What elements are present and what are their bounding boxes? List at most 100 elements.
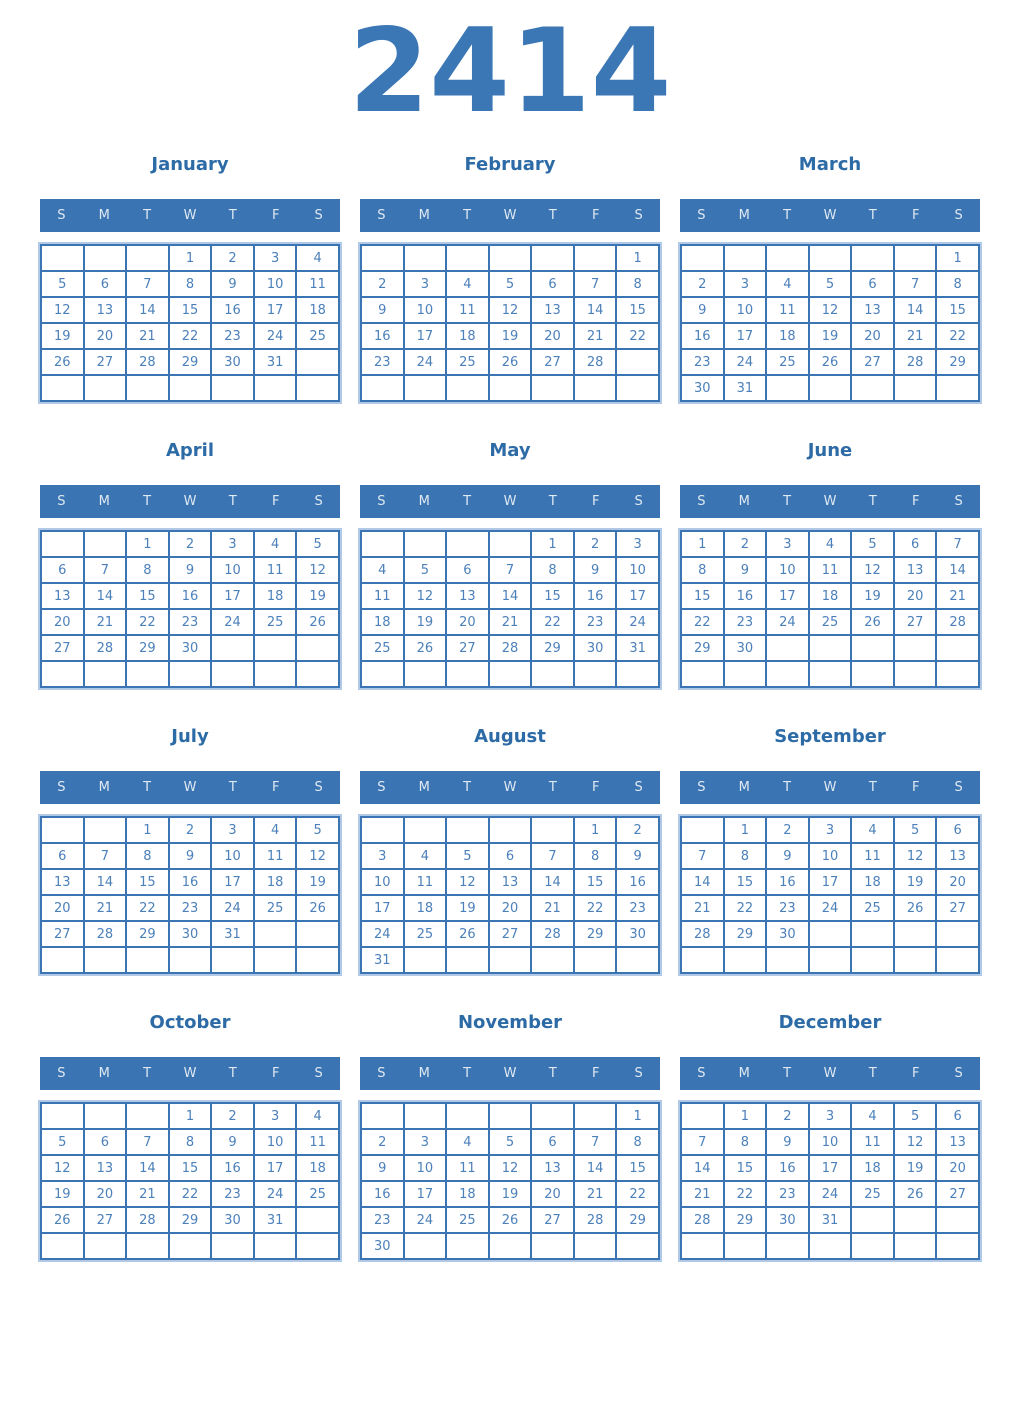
day-cell: 30 bbox=[765, 1206, 810, 1234]
day-cell: 2 bbox=[572, 530, 618, 558]
day-cell: 18 bbox=[850, 1154, 895, 1182]
day-cell: 6 bbox=[892, 530, 938, 558]
day-cell: 17 bbox=[402, 322, 448, 350]
day-cell-empty bbox=[40, 1102, 85, 1130]
day-cell-empty bbox=[807, 374, 853, 402]
day-cell: 15 bbox=[615, 1154, 660, 1182]
day-cell: 11 bbox=[850, 1128, 895, 1156]
day-cell: 26 bbox=[850, 608, 895, 636]
month-title: April bbox=[165, 440, 215, 461]
weekday-label: M bbox=[98, 494, 110, 509]
day-cell: 23 bbox=[615, 894, 660, 922]
day-cell: 30 bbox=[680, 374, 725, 402]
day-cell: 14 bbox=[82, 868, 128, 896]
weekday-label: T bbox=[548, 780, 557, 795]
day-cell: 31 bbox=[615, 634, 660, 662]
week-row: 14 15 16 17 18 19 20 bbox=[680, 868, 980, 896]
day-cell-empty bbox=[572, 660, 618, 688]
weekday-label: T bbox=[228, 494, 237, 509]
day-cell: 31 bbox=[360, 946, 405, 974]
day-cell: 18 bbox=[765, 322, 810, 350]
day-cell: 4 bbox=[252, 816, 298, 844]
day-cell: 29 bbox=[167, 348, 213, 376]
weekday-label: F bbox=[271, 1066, 280, 1081]
day-cell: 24 bbox=[210, 608, 255, 636]
week-row: 25 26 27 28 29 30 31 bbox=[360, 634, 660, 662]
day-cell: 7 bbox=[125, 1128, 170, 1156]
day-cell: 15 bbox=[167, 1154, 213, 1182]
month-title: July bbox=[171, 726, 209, 747]
weekday-label: W bbox=[503, 494, 517, 509]
day-cell-empty bbox=[402, 244, 448, 272]
week-row: 5 6 7 8 9 10 11 bbox=[40, 1128, 340, 1156]
weekday-label: W bbox=[183, 208, 197, 223]
day-cell: 26 bbox=[40, 348, 85, 376]
day-cell-empty bbox=[210, 1232, 255, 1260]
weekday-label: S bbox=[314, 208, 323, 223]
day-cell: 4 bbox=[402, 842, 448, 870]
day-cell: 28 bbox=[572, 348, 618, 376]
day-cell: 27 bbox=[530, 348, 575, 376]
day-cell: 23 bbox=[360, 1206, 405, 1234]
day-cell: 12 bbox=[445, 868, 490, 896]
day-cell-empty bbox=[892, 946, 938, 974]
weekday-label: T bbox=[868, 494, 877, 509]
day-cell: 31 bbox=[252, 348, 298, 376]
week-row: 9 10 11 12 13 14 15 bbox=[360, 296, 660, 324]
day-cell: 29 bbox=[615, 1206, 660, 1234]
day-cell: 5 bbox=[487, 1128, 533, 1156]
day-cell: 27 bbox=[935, 1180, 980, 1208]
day-cell: 15 bbox=[125, 868, 170, 896]
weekday-label: T bbox=[548, 1066, 557, 1081]
day-cell: 9 bbox=[360, 1154, 405, 1182]
day-cell: 16 bbox=[167, 868, 213, 896]
day-cell: 15 bbox=[530, 582, 575, 610]
day-cell: 5 bbox=[807, 270, 853, 298]
week-row: 13 14 15 16 17 18 19 bbox=[40, 582, 340, 610]
day-cell-empty bbox=[892, 920, 938, 948]
day-cell-empty bbox=[445, 374, 490, 402]
day-cell: 11 bbox=[850, 842, 895, 870]
day-cell: 19 bbox=[850, 582, 895, 610]
weekday-label: F bbox=[911, 208, 920, 223]
weekday-label: S bbox=[634, 1066, 643, 1081]
day-cell: 27 bbox=[850, 348, 895, 376]
day-cell-empty bbox=[295, 634, 340, 662]
weekday-label: M bbox=[418, 494, 430, 509]
weekday-label: W bbox=[503, 208, 517, 223]
day-cell: 3 bbox=[210, 530, 255, 558]
weekday-label: M bbox=[98, 208, 110, 223]
day-cell: 2 bbox=[167, 530, 213, 558]
day-cell-empty bbox=[892, 1206, 938, 1234]
month-days-table: 1 2 3 4 5 6 7 8 9 10 11 12 13 14 15 16 17 18 19 20 21 22 23 24 2… bbox=[678, 242, 982, 404]
day-cell: 1 bbox=[935, 244, 980, 272]
day-cell-empty bbox=[487, 374, 533, 402]
day-cell: 21 bbox=[125, 1180, 170, 1208]
day-cell: 11 bbox=[807, 556, 853, 584]
weekday-label: S bbox=[697, 494, 706, 509]
day-cell-empty bbox=[615, 660, 660, 688]
day-cell: 14 bbox=[125, 296, 170, 324]
day-cell: 6 bbox=[487, 842, 533, 870]
day-cell: 3 bbox=[722, 270, 768, 298]
week-row bbox=[40, 374, 340, 402]
week-row: 28 29 30 bbox=[680, 920, 980, 948]
day-cell: 1 bbox=[615, 244, 660, 272]
day-cell: 22 bbox=[530, 608, 575, 636]
week-row: 7 8 9 10 11 12 13 bbox=[680, 1128, 980, 1156]
day-cell-empty bbox=[445, 244, 490, 272]
weekday-label: M bbox=[738, 780, 750, 795]
day-cell-empty bbox=[402, 816, 448, 844]
day-cell-empty bbox=[935, 660, 980, 688]
day-cell: 7 bbox=[935, 530, 980, 558]
day-cell: 1 bbox=[530, 530, 575, 558]
day-cell: 21 bbox=[487, 608, 533, 636]
